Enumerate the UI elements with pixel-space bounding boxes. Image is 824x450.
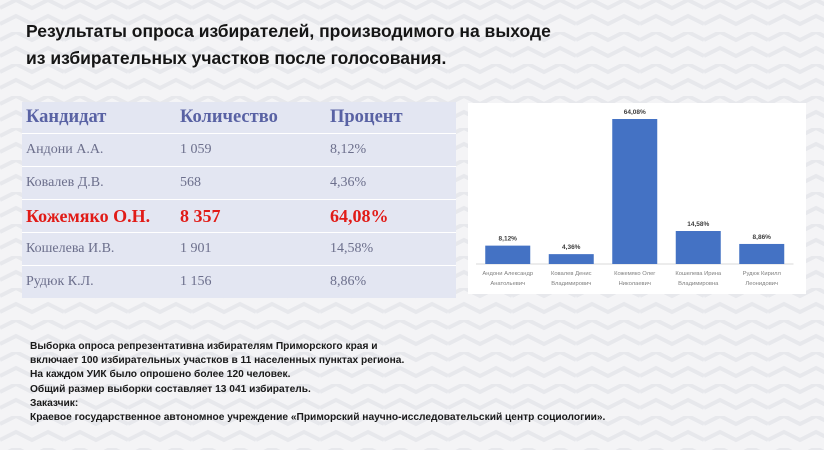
bar-0 <box>485 245 531 264</box>
category-label-1-0: Ковалев Денис <box>551 271 592 277</box>
title-line-1: Результаты опроса избирателей, производи… <box>26 21 551 41</box>
table-row: Андони А.А. 1 059 8,12% <box>22 133 456 167</box>
footer-notes: Выборка опроса репрезентативна избирател… <box>30 340 750 425</box>
table-header-row: Кандидат Количество Процент <box>22 102 456 134</box>
table-row-highlighted: Кожемяко О.Н. 8 357 64,08% <box>22 199 456 233</box>
footer-line: Краевое государственное автономное учреж… <box>30 412 606 424</box>
footer-line: На каждом УИК было опрошено более 120 че… <box>30 369 291 381</box>
cell-name: Кошелева И.В. <box>22 232 176 266</box>
cell-name: Рудюк К.Л. <box>22 265 176 298</box>
bar-2 <box>612 119 658 264</box>
cell-count: 8 357 <box>176 199 326 233</box>
chart-panel: 8,12% Андони Александр Анатольевич 4,36% Ков… <box>468 103 806 294</box>
footer-line: Заказчик: <box>30 397 79 409</box>
cell-name: Кожемяко О.Н. <box>22 199 176 233</box>
data-label-4: 8,86% <box>753 234 772 241</box>
page-title: Результаты опроса избирателей, производи… <box>26 18 646 72</box>
category-label-4-1: Леонидович <box>745 281 778 287</box>
bar-3 <box>675 231 721 264</box>
cell-count: 1 059 <box>176 133 326 167</box>
cell-percent: 4,36% <box>326 166 456 200</box>
category-label-4-0: Рудюк Кирилл <box>743 271 781 277</box>
category-label-0-1: Анатольевич <box>490 281 525 287</box>
cell-count: 568 <box>176 166 326 200</box>
bar-4 <box>739 243 785 264</box>
footer-line: включает 100 избирательных участков в 11… <box>30 355 405 367</box>
cell-count: 1 156 <box>176 265 326 298</box>
cell-percent: 14,58% <box>326 232 456 266</box>
table-row: Кошелева И.В. 1 901 14,58% <box>22 232 456 266</box>
data-label-1: 4,36% <box>562 244 581 251</box>
cell-percent: 64,08% <box>326 199 456 233</box>
cell-count: 1 901 <box>176 232 326 266</box>
data-label-3: 14,58% <box>687 221 709 228</box>
title-line-2: из избирательных участков после голосова… <box>26 48 447 68</box>
category-label-0-0: Андони Александр <box>482 271 533 277</box>
cell-name: Ковалев Д.В. <box>22 166 176 200</box>
bar-chart: 8,12% Андони Александр Анатольевич 4,36% Ков… <box>476 109 794 287</box>
data-label-0: 8,12% <box>499 236 518 243</box>
bar-1 <box>548 254 594 264</box>
category-label-2-1: Николаевич <box>619 281 651 287</box>
data-label-2: 64,08% <box>624 109 646 116</box>
table-row: Ковалев Д.В. 568 4,36% <box>22 166 456 200</box>
cell-name: Андони А.А. <box>22 133 176 167</box>
header-count: Количество <box>176 102 326 134</box>
header-candidate: Кандидат <box>22 102 176 134</box>
category-label-3-1: Владимировна <box>678 281 719 287</box>
cell-percent: 8,86% <box>326 265 456 298</box>
category-label-2-0: Кожемяко Олег <box>614 271 655 277</box>
footer-line: Общий размер выборки составляет 13 041 и… <box>30 383 311 395</box>
footer-line: Выборка опроса репрезентативна избирател… <box>30 341 378 352</box>
category-label-1-1: Владимирович <box>551 281 591 287</box>
results-table: Кандидат Количество Процент Андони А.А. … <box>22 102 456 298</box>
cell-percent: 8,12% <box>326 133 456 167</box>
category-label-3-0: Кошелева Ирина <box>675 271 722 277</box>
table-row: Рудюк К.Л. 1 156 8,86% <box>22 265 456 298</box>
header-percent: Процент <box>326 102 456 134</box>
